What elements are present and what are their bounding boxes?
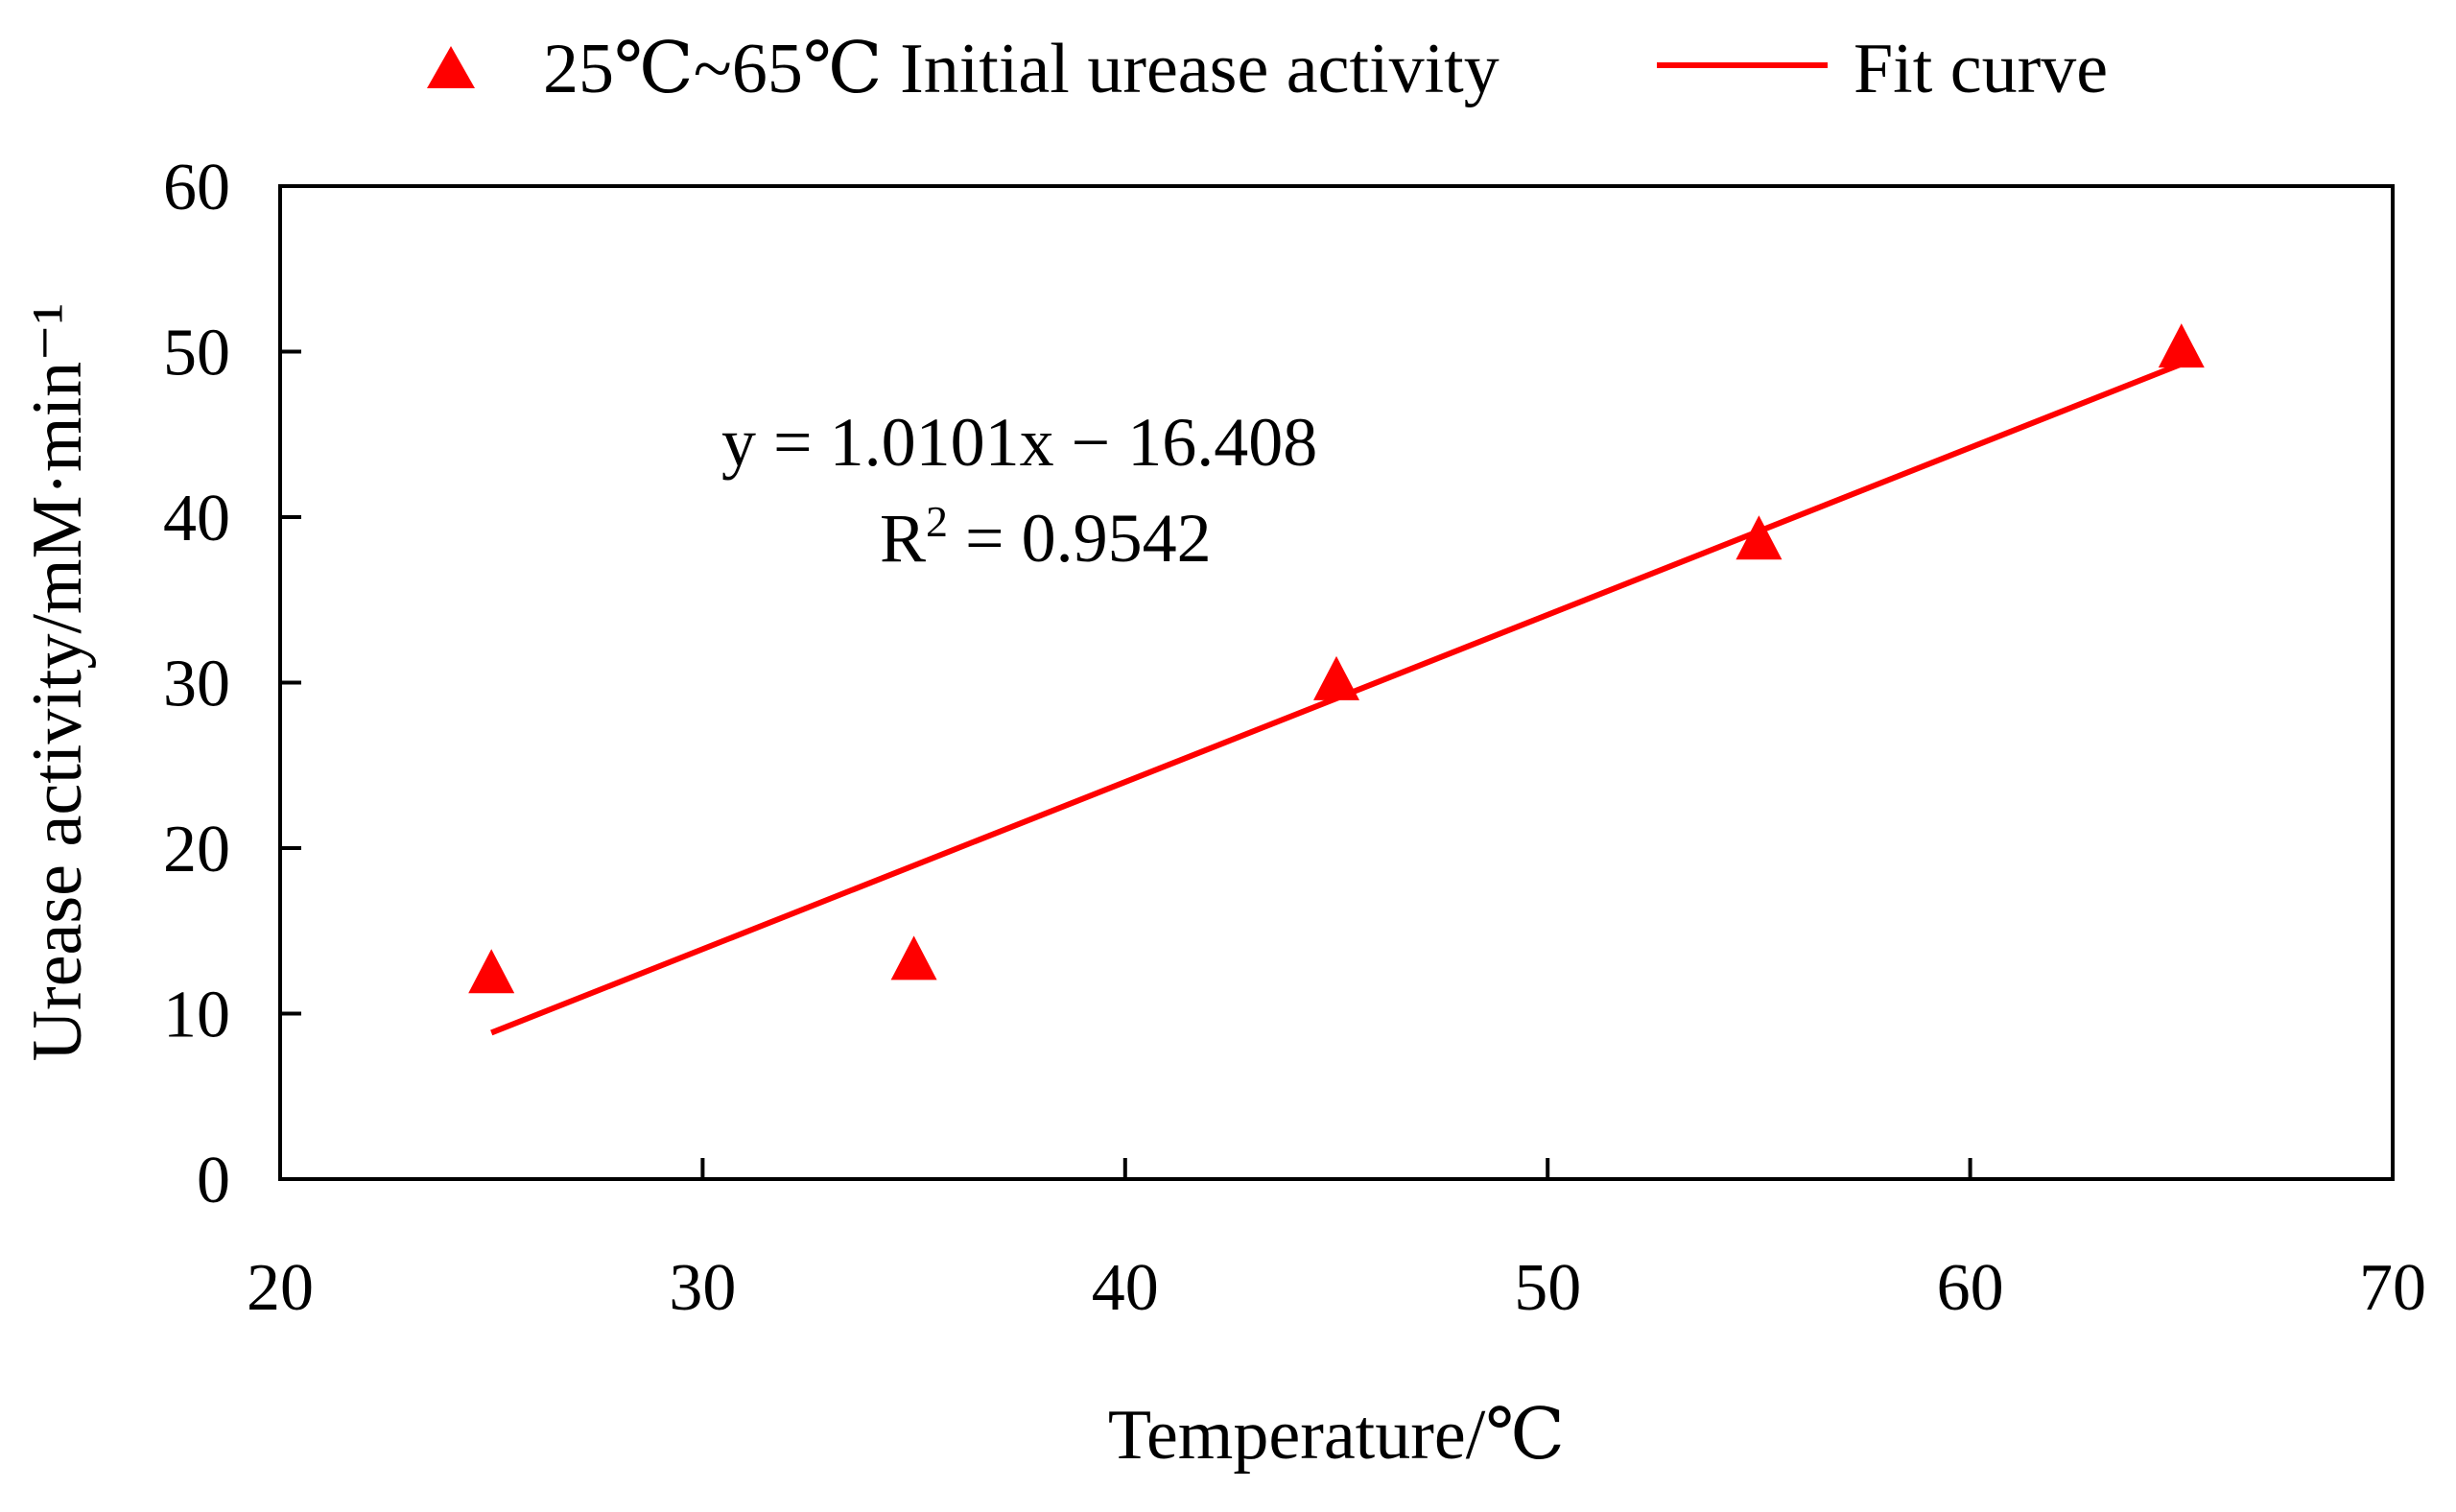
x-tick-label: 50 [1514,1251,1581,1325]
data-point-triangle [1736,515,1783,560]
legend-label-fit: Fit curve [1854,30,2108,108]
y-axis: 0 10 20 30 40 50 60 [163,151,301,1217]
y-tick-label: 10 [163,979,230,1052]
legend-label-points: 25℃~65℃ Initial urease activity [543,30,1500,108]
r-squared-prefix: R [880,500,926,577]
x-axis-title: Temperature/℃ [1108,1396,1565,1475]
x-tick-label: 20 [247,1251,314,1325]
data-point-triangle [1313,655,1359,700]
y-axis-title: Urease activity/mM·min⁻¹ [18,303,97,1062]
x-tick-label: 70 [2359,1251,2426,1325]
x-tick-label: 30 [669,1251,736,1325]
y-tick-label: 30 [163,648,230,721]
legend: 25℃~65℃ Initial urease activity Fit curv… [427,30,2108,108]
y-tick-label: 20 [163,813,230,886]
y-tick-label: 50 [163,317,230,390]
data-point-triangle [468,949,515,994]
y-tick-label: 0 [197,1144,230,1217]
x-tick-label: 40 [1092,1251,1159,1325]
equation-text: y = 1.0101x − 16.408 [721,404,1317,481]
r-squared-value: = 0.9542 [948,500,1212,577]
y-tick-label: 40 [163,482,230,555]
x-axis: 20 30 40 50 60 70 [247,1158,2426,1325]
data-points [468,323,2205,994]
y-tick-label: 60 [163,151,230,224]
data-point-triangle [2158,323,2205,368]
x-tick-label: 60 [1937,1251,2004,1325]
regression-annotation: y = 1.0101x − 16.408 R2 = 0.9542 [721,404,1317,577]
r-squared-text: R2 = 0.9542 [880,497,1212,577]
data-point-triangle [890,935,937,980]
r-squared-exponent: 2 [926,497,948,546]
legend-marker-triangle-icon [427,46,475,88]
